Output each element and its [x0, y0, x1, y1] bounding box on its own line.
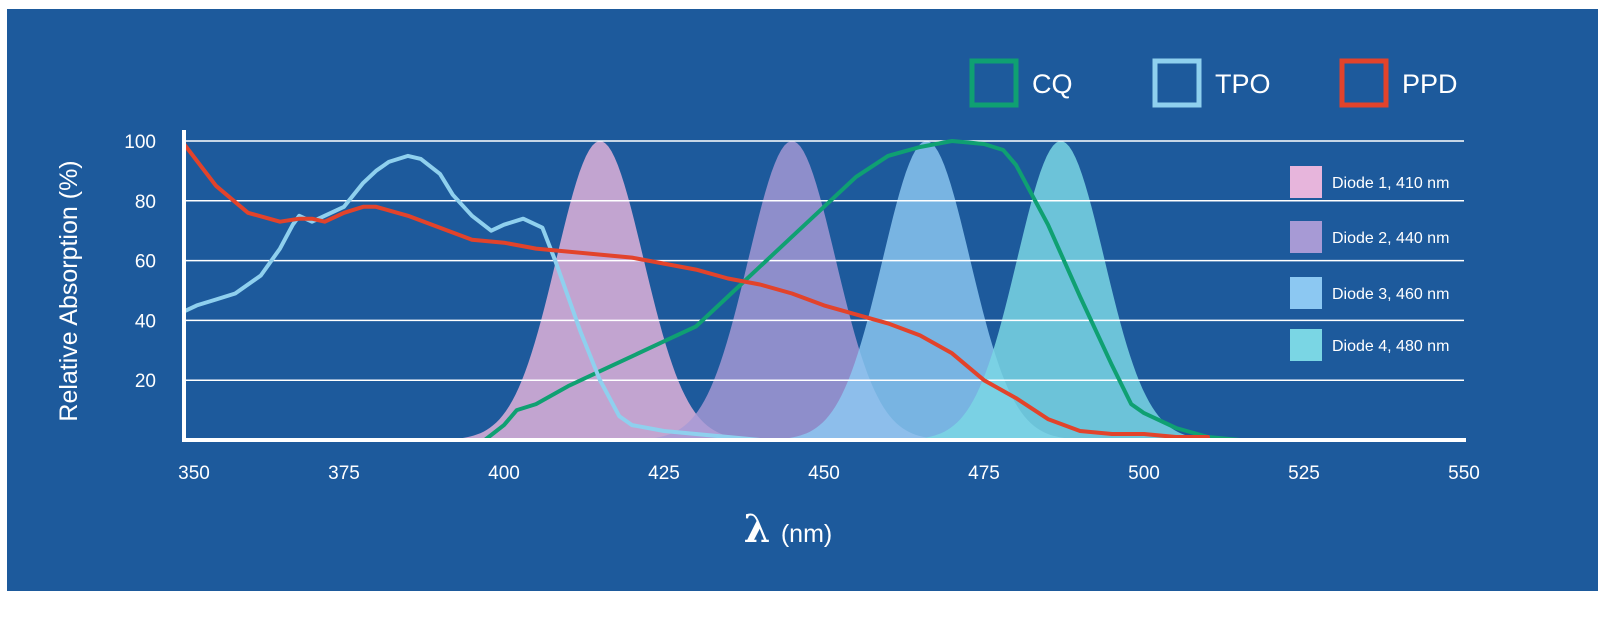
diode-emission-curves — [425, 141, 1235, 440]
x-tick-label: 425 — [648, 463, 680, 484]
series-line-tpo — [182, 153, 762, 442]
series-lines — [182, 139, 1242, 442]
y-tick-label: 100 — [124, 132, 156, 153]
x-tick-label: 450 — [808, 463, 840, 484]
x-tick-label: 475 — [968, 463, 1000, 484]
x-axis-label: λ (nm) — [744, 506, 833, 551]
legend-label-tpo: TPO — [1215, 69, 1271, 99]
x-tick-labels: 350 375 400 425 450 475 500 525 550 — [178, 463, 1480, 484]
diode-curve-4 — [886, 141, 1235, 440]
x-tick-label: 400 — [488, 463, 520, 484]
diode-legend-swatch-4 — [1290, 329, 1322, 361]
diode-legend: Diode 1, 410 nm Diode 2, 440 nm Diode 3, 4… — [1290, 166, 1449, 361]
y-tick-label: 60 — [135, 252, 156, 273]
legend-swatch-tpo — [1152, 58, 1202, 108]
diode-legend-label-2: Diode 2, 440 nm — [1332, 230, 1449, 247]
diode-legend-swatch-3 — [1290, 277, 1322, 309]
legend-swatch-ppd — [1339, 58, 1389, 108]
x-tick-label: 350 — [178, 463, 210, 484]
y-tick-labels: 20 40 60 80 100 — [124, 132, 156, 392]
y-tick-label: 40 — [135, 311, 156, 332]
series-legend: CQ TPO PPD — [969, 58, 1458, 108]
diode-legend-label-3: Diode 3, 460 nm — [1332, 286, 1449, 303]
lambda-symbol: λ — [744, 506, 771, 551]
axes — [182, 130, 1466, 442]
legend-label-ppd: PPD — [1402, 69, 1458, 99]
diode-curve-2 — [617, 141, 967, 440]
y-axis-label: Relative Absorption (%) — [55, 160, 83, 421]
diode-legend-label-4: Diode 4, 480 nm — [1332, 338, 1449, 355]
x-tick-label: 500 — [1128, 463, 1160, 484]
legend-label-cq: CQ — [1032, 69, 1073, 99]
series-line-cq — [482, 139, 1242, 442]
x-tick-label: 525 — [1288, 463, 1320, 484]
diode-curve-1 — [425, 141, 775, 440]
x-axis-unit: (nm) — [781, 520, 832, 548]
legend-swatch-cq — [969, 58, 1019, 108]
diode-legend-label-1: Diode 1, 410 nm — [1332, 175, 1449, 192]
x-tick-label: 550 — [1448, 463, 1480, 484]
x-tick-label: 375 — [328, 463, 360, 484]
y-tick-label: 80 — [135, 192, 156, 213]
diode-curve-3 — [752, 141, 1101, 440]
chart-panel: 20 40 60 80 100 350 375 400 425 450 475 500 525 550 … — [7, 9, 1598, 591]
diode-legend-swatch-1 — [1290, 166, 1322, 198]
gridlines — [184, 140, 1464, 381]
y-tick-label: 20 — [135, 371, 156, 392]
diode-legend-swatch-2 — [1290, 221, 1322, 253]
series-line-ppd — [182, 142, 1210, 439]
